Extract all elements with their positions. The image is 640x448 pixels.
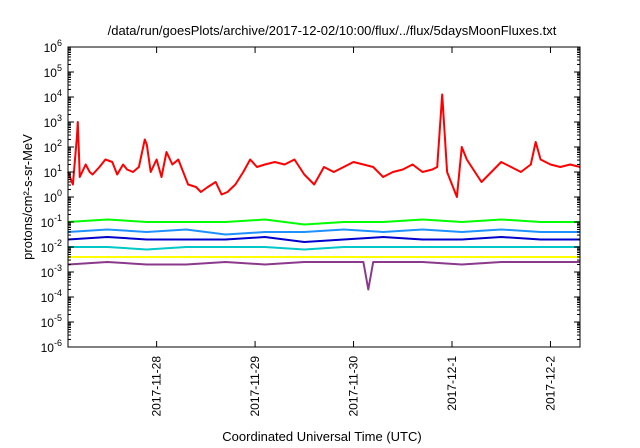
x-axis-title: Coordinated Universal Time (UTC) <box>222 429 421 444</box>
series-line-4 <box>68 246 580 251</box>
y-tick-label: 103 <box>44 113 62 130</box>
y-tick-label: 10-1 <box>41 213 62 230</box>
y-tick-label: 10-5 <box>41 313 62 330</box>
x-axis: 2017-11-28 2017-11-29 2017-11-30 2017-12-1 2… <box>150 47 557 417</box>
x-tick-label: 2017-11-28 <box>150 356 164 417</box>
plot-frame <box>67 46 581 348</box>
y-tick-label: 105 <box>44 63 62 80</box>
y-tick-label: 10-4 <box>41 288 62 305</box>
x-tick-label: 2017-12-2 <box>543 356 557 411</box>
y-tick-label: 104 <box>44 88 62 105</box>
series-line-6 <box>67 261 580 291</box>
series-line-1 <box>67 218 580 226</box>
series-line-0 <box>67 93 581 198</box>
y-axis: 10-6 10-5 10-4 10-3 10-2 10-1 100 101 102 103 104 1… <box>41 38 580 355</box>
x-tick-label: 2017-11-30 <box>347 356 361 417</box>
series-group <box>67 93 581 291</box>
series-line-3 <box>67 236 580 243</box>
y-tick-label: 10-6 <box>41 338 62 355</box>
x-tick-label: 2017-11-29 <box>248 356 262 417</box>
chart-title: /data/run/goesPlots/archive/2017-12-02/1… <box>108 23 557 38</box>
y-tick-label: 10-3 <box>41 263 62 280</box>
y-tick-label: 10-2 <box>41 238 62 255</box>
y-tick-label: 101 <box>44 163 62 180</box>
x-tick-label: 2017-12-1 <box>445 356 459 411</box>
series-line-2 <box>67 228 580 236</box>
y-axis-title: protons/cm²-s-sr-MeV <box>20 134 35 260</box>
y-tick-label: 102 <box>44 138 62 155</box>
y-tick-label: 106 <box>44 38 62 55</box>
y-tick-label: 100 <box>44 188 62 205</box>
